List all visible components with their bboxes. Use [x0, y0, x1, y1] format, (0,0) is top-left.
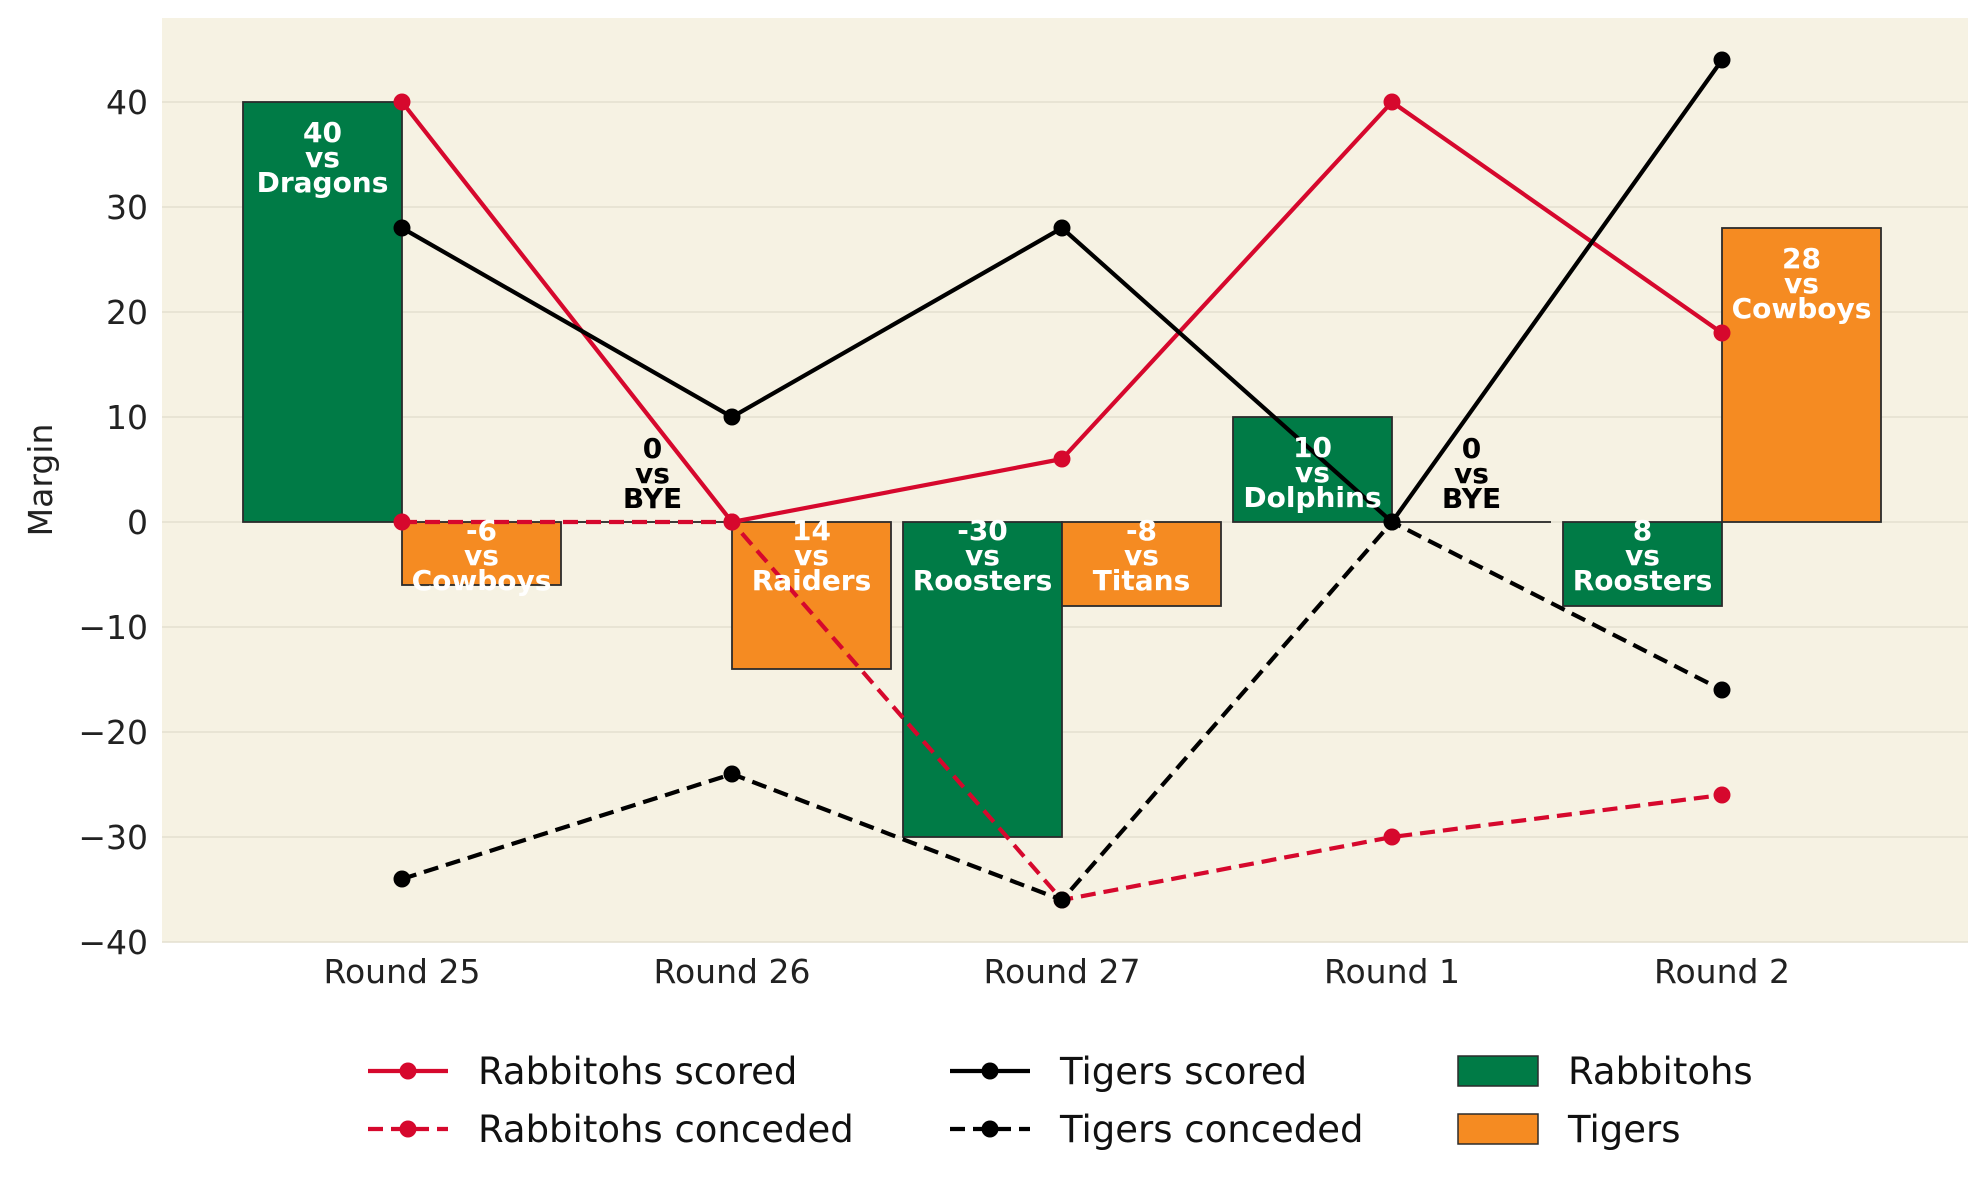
- x-tick-label: Round 1: [1324, 952, 1460, 991]
- legend-marker-rabbitohs-scored: [399, 1062, 417, 1080]
- bar-value-label: Dragons: [257, 166, 389, 199]
- marker-tigers-scored: [723, 408, 741, 426]
- legend-marker-tigers-scored: [981, 1062, 999, 1080]
- bar-value-label: vs: [635, 457, 670, 490]
- bar-value-label: vs: [1625, 539, 1660, 572]
- bar-value-label: Titans: [1093, 564, 1191, 597]
- legend-label-tigers-scored: Tigers scored: [1059, 1050, 1307, 1093]
- legend-label-rabbitohs-scored: Rabbitohs scored: [478, 1050, 797, 1093]
- x-tick-label: Round 2: [1654, 952, 1790, 991]
- marker-tigers-conceded: [1383, 513, 1401, 531]
- bar-value-label: Roosters: [913, 564, 1053, 597]
- legend-label-tigers: Tigers: [1567, 1108, 1680, 1151]
- marker-tigers-scored: [1713, 51, 1731, 69]
- bar-labels: 40vsDragons0vsBYE-30vsRoosters10vsDolphi…: [257, 116, 1872, 597]
- bar-rabbitohs: [242, 101, 403, 523]
- marker-rabbitohs-scored: [1383, 93, 1401, 111]
- marker-rabbitohs-conceded: [393, 513, 411, 531]
- x-tick-label: Round 25: [324, 952, 481, 991]
- marker-rabbitohs-conceded: [1383, 828, 1401, 846]
- bar-value-label: vs: [464, 539, 499, 572]
- bar-tigers: [401, 521, 562, 586]
- bar-value-label: Cowboys: [412, 564, 552, 597]
- legend-label-rabbitohs-conceded: Rabbitohs conceded: [478, 1108, 854, 1151]
- bar-value-label: 10: [1293, 431, 1332, 464]
- y-tick-label: 30: [106, 188, 148, 227]
- legend-swatch-rabbitohs: [1457, 1055, 1539, 1087]
- bar-value-label: 40: [303, 116, 342, 149]
- legend-label-rabbitohs: Rabbitohs: [1568, 1050, 1753, 1093]
- marker-rabbitohs-scored: [393, 93, 411, 111]
- marker-tigers-conceded: [393, 870, 411, 888]
- axes: −40 −30 −20 −10 0 10 20 30 40 Round 25 Round 26 Rou…: [78, 83, 1790, 991]
- y-tick-label: 0: [127, 503, 148, 542]
- x-tick-label: Round 26: [654, 952, 811, 991]
- y-tick-label: −30: [78, 818, 148, 857]
- bar-value-label: Dolphins: [1243, 481, 1381, 514]
- x-tick-label: Round 27: [984, 952, 1141, 991]
- marker-tigers-conceded: [1713, 681, 1731, 699]
- bars: [242, 101, 1882, 838]
- y-tick-label: 40: [106, 83, 148, 122]
- y-axis-title: Margin: [21, 424, 60, 537]
- legend-marker-tigers-conceded: [981, 1120, 999, 1138]
- y-tick-label: 10: [106, 398, 148, 437]
- bar-value-label: vs: [305, 141, 340, 174]
- marker-rabbitohs-conceded: [1713, 786, 1731, 804]
- plot-background: [162, 18, 1968, 942]
- series-lines: [393, 51, 1731, 909]
- bar-value-label: 8: [1633, 514, 1652, 547]
- legend-marker-rabbitohs-conceded: [399, 1120, 417, 1138]
- marker-rabbitohs-conceded: [723, 513, 741, 531]
- bar-value-label: vs: [1124, 539, 1159, 572]
- marker-tigers-scored: [393, 219, 411, 237]
- bar-tigers: [731, 521, 892, 670]
- y-tick-label: −20: [78, 713, 148, 752]
- y-tick-label: −40: [78, 923, 148, 962]
- bar-tigers: [1061, 521, 1222, 607]
- bar-value-label: 0: [643, 432, 662, 465]
- legend: Rabbitohs scored Rabbitohs conceded Tigers…: [368, 1050, 1753, 1151]
- bar-value-label: vs: [1784, 267, 1819, 300]
- marker-tigers-conceded: [1053, 891, 1071, 909]
- bar-rabbitohs: [902, 521, 1063, 838]
- bar-value-label: BYE: [1442, 482, 1501, 515]
- bar-value-label: vs: [1295, 456, 1330, 489]
- legend-swatch-tigers: [1457, 1113, 1539, 1145]
- marker-rabbitohs-scored: [1713, 324, 1731, 342]
- bar-rabbitohs: [1232, 416, 1393, 523]
- y-tick-label: −10: [78, 608, 148, 647]
- legend-label-tigers-conceded: Tigers conceded: [1059, 1108, 1364, 1151]
- bar-value-label: 28: [1782, 242, 1821, 275]
- bar-value-label: -6: [466, 514, 497, 547]
- marker-tigers-conceded: [723, 765, 741, 783]
- bar-value-label: Raiders: [752, 564, 872, 597]
- bar-tigers: [1721, 227, 1882, 523]
- bar-value-label: vs: [794, 539, 829, 572]
- bar-value-label: vs: [1454, 457, 1489, 490]
- bar-value-label: -8: [1126, 514, 1157, 547]
- bar-rabbitohs: [1562, 521, 1723, 607]
- bar-value-label: vs: [965, 539, 1000, 572]
- bar-value-label: Roosters: [1573, 564, 1713, 597]
- y-tick-label: 20: [106, 293, 148, 332]
- marker-tigers-scored: [1053, 219, 1071, 237]
- bar-value-label: BYE: [623, 482, 682, 515]
- marker-rabbitohs-scored: [1053, 450, 1071, 468]
- bar-value-label: 0: [1462, 432, 1481, 465]
- bar-value-label: Cowboys: [1732, 292, 1872, 325]
- bar-value-label: 14: [792, 514, 831, 547]
- bar-value-label: -30: [957, 514, 1008, 547]
